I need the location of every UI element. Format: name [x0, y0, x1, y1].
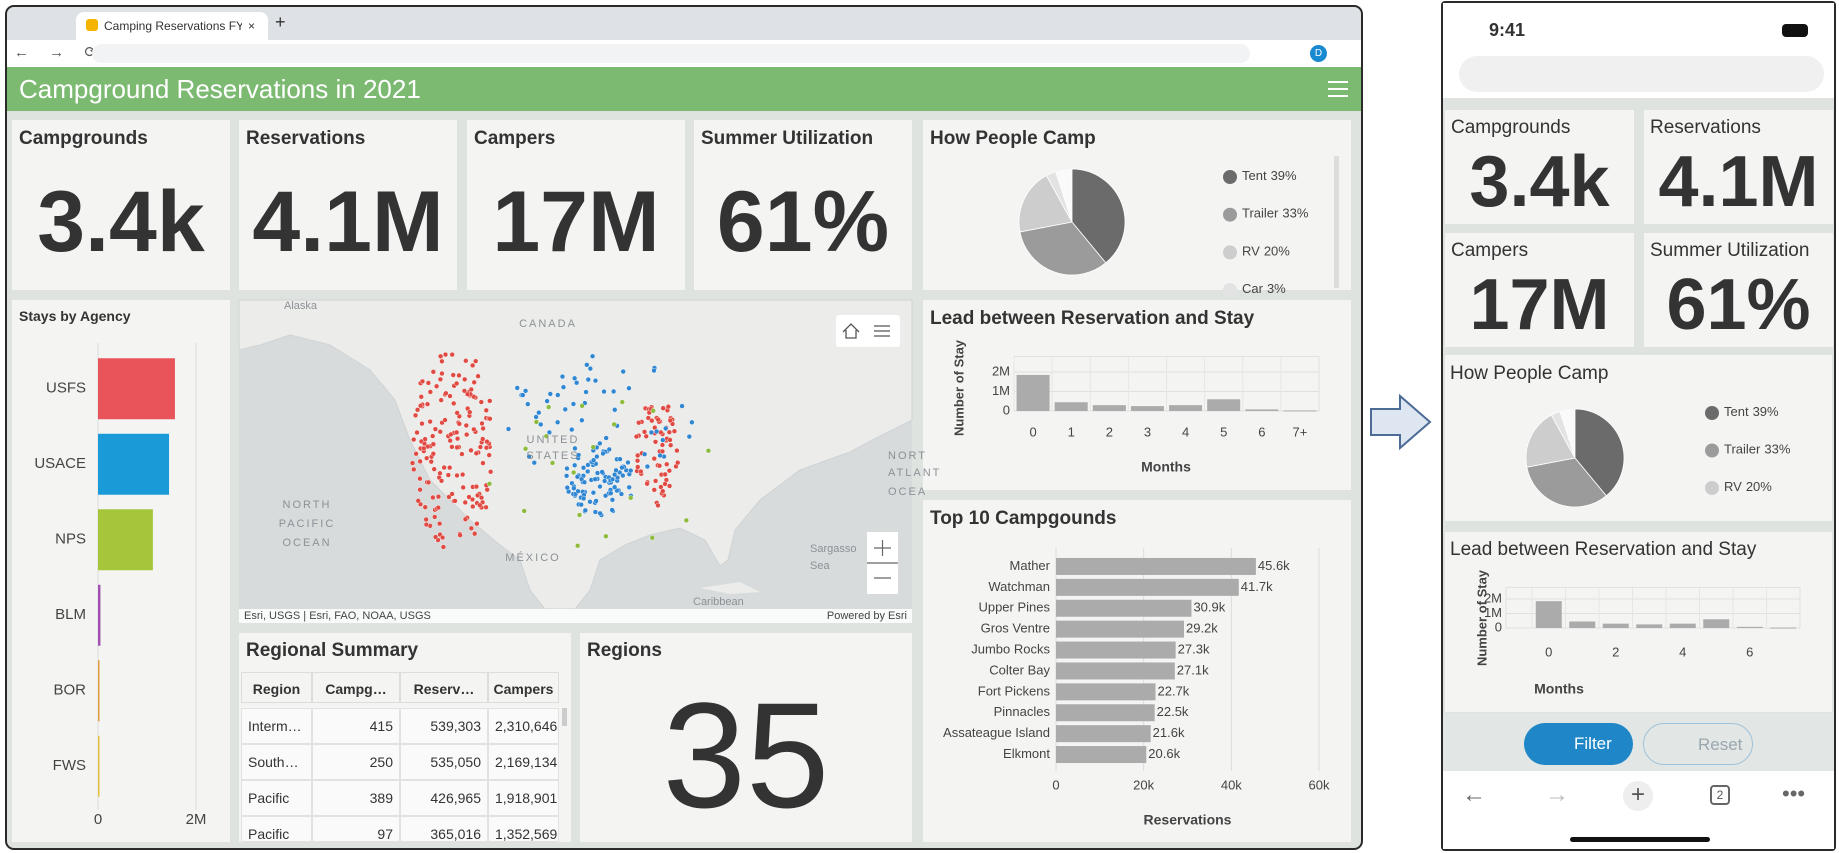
menu-icon-mid — [1328, 88, 1348, 90]
url-field[interactable] — [1459, 56, 1824, 92]
table-cell: 539,303 — [400, 708, 488, 744]
table-cell: 365,016 — [400, 816, 488, 842]
menu-icon[interactable] — [1328, 81, 1348, 97]
filter-bar — [1443, 713, 1834, 771]
card-title: Regions — [587, 640, 662, 661]
kpi-value: 4.1M — [1658, 142, 1819, 222]
kpi-label: Campers — [1451, 240, 1529, 261]
table-cell: 426,965 — [400, 780, 488, 816]
kpi-value: 4.1M — [252, 174, 444, 270]
nav-buttons[interactable]: ← → ⟳ — [14, 44, 105, 61]
card — [923, 120, 1351, 290]
card — [239, 120, 457, 290]
table-header: Region — [241, 672, 312, 703]
kpi-label: Reservations — [1650, 117, 1761, 138]
table-cell: 1,352,569 — [488, 816, 559, 842]
card — [1644, 110, 1833, 224]
scrollbar — [562, 708, 567, 726]
table-cell: 415 — [312, 708, 400, 744]
card-title: How People Camp — [1450, 363, 1609, 384]
kpi-label: Campgrounds — [19, 128, 148, 149]
card — [580, 633, 912, 842]
browser-tab[interactable]: Camping Reservations FY2021 × — [76, 12, 268, 40]
tab-title: Camping Reservations FY2021 — [104, 19, 242, 33]
table-cell: 535,050 — [400, 744, 488, 780]
table-header: Reserv… — [400, 672, 488, 703]
button-label: Filter — [1574, 734, 1612, 753]
kpi-value: 3.4k — [1469, 142, 1610, 222]
table-cell: Pacific … — [241, 780, 312, 816]
kpi-label: Reservations — [246, 128, 366, 149]
table-cell: 2,169,134 — [488, 744, 559, 780]
new-tab[interactable]: + — [275, 12, 286, 32]
reset-button[interactable]: Reset — [1643, 723, 1753, 765]
table-header: Campers — [488, 672, 559, 703]
filter-button[interactable]: Filter — [1524, 723, 1633, 765]
big-number: 35 — [662, 671, 830, 839]
kpi-label: Campgrounds — [1451, 117, 1571, 138]
card — [1445, 355, 1832, 521]
app-title: Campground Reservations in 2021 — [19, 74, 421, 104]
profile[interactable]: D — [1310, 45, 1327, 62]
new-tab[interactable]: + — [1623, 781, 1653, 811]
button-label: Reset — [1698, 735, 1743, 754]
table-cell: 389 — [312, 780, 400, 816]
card — [694, 120, 912, 290]
card-title: Top 10 Campgounds — [930, 508, 1117, 529]
kpi-value: 3.4k — [37, 174, 205, 270]
table-cell: Interm… — [241, 708, 312, 744]
card — [12, 300, 230, 842]
table-header: Campg… — [312, 672, 400, 703]
kpi-label: Summer Utilization — [701, 128, 874, 149]
card — [1644, 233, 1833, 347]
card-title: Regional Summary — [246, 640, 419, 661]
kpi-label: Campers — [474, 128, 556, 149]
table-cell: 2,310,646 — [488, 708, 559, 744]
scrollbar — [1334, 156, 1339, 288]
app-header — [7, 67, 1361, 111]
battery — [1782, 24, 1808, 37]
table-cell: Pacific … — [241, 816, 312, 842]
kpi-value: 17M — [492, 174, 660, 270]
table-cell: 250 — [312, 744, 400, 780]
address-bar[interactable] — [92, 44, 1250, 63]
kpi-value: 61% — [1666, 265, 1811, 345]
card-title: Lead between Reservation and Stay — [930, 308, 1255, 329]
clock: 9:41 — [1489, 20, 1526, 40]
more[interactable]: ••• — [1782, 781, 1806, 806]
card — [923, 500, 1351, 842]
card — [467, 120, 685, 290]
tabs[interactable]: 2 — [1710, 785, 1730, 805]
kpi-value: 61% — [716, 174, 890, 270]
table-cell: South… — [241, 744, 312, 780]
table-cell: 97 — [312, 816, 400, 842]
tab-close[interactable]: × — [248, 19, 256, 33]
card — [12, 120, 230, 290]
forward[interactable]: → — [1545, 781, 1569, 808]
table-cell: 1,918,901 — [488, 780, 559, 816]
flow-arrow — [1370, 393, 1432, 451]
tab-icon — [86, 19, 98, 31]
card-title: How People Camp — [930, 128, 1096, 149]
home-indicator — [1570, 837, 1710, 842]
card — [1445, 110, 1634, 224]
card-title: Stays by Agency — [19, 308, 131, 324]
kpi-value: 17M — [1469, 265, 1610, 345]
card — [1445, 233, 1634, 347]
card-title: Lead between Reservation and Stay — [1450, 539, 1757, 560]
kpi-label: Summer Utilization — [1650, 240, 1810, 261]
back[interactable]: ← — [1462, 781, 1486, 808]
